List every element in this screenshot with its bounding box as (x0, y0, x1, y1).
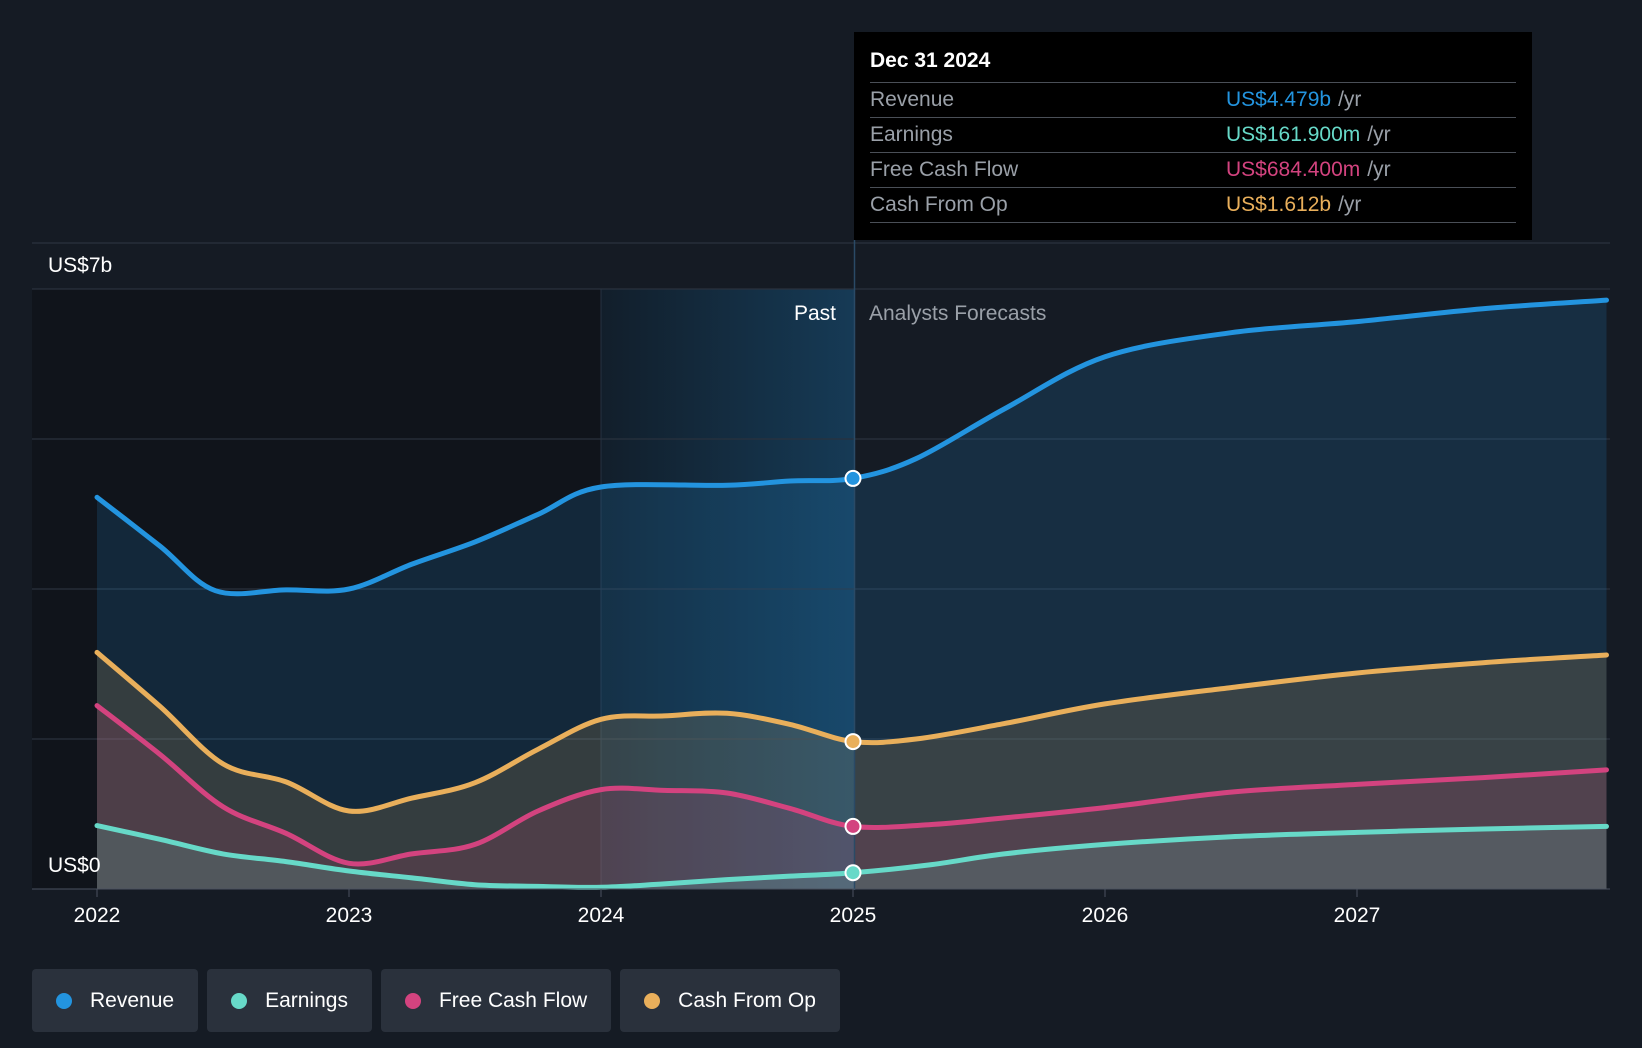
x-tick-label: 2027 (1334, 904, 1381, 927)
x-tick-label: 2022 (74, 904, 121, 927)
legend: Revenue Earnings Free Cash Flow Cash Fro… (32, 969, 840, 1032)
revenue-area (97, 300, 1607, 890)
free-cash-flow-area (97, 705, 1607, 889)
revenue-marker[interactable] (844, 469, 862, 487)
legend-dot-icon (644, 992, 661, 1009)
tooltip-row-unit: /yr (1338, 193, 1362, 216)
cash-from-op-line (94, 649, 1609, 814)
past-label: Past (794, 302, 836, 325)
revenue-line (94, 297, 1609, 597)
y-axis-top-label: US$7b (48, 254, 112, 277)
x-tick-label: 2026 (1082, 904, 1129, 927)
legend-label: Cash From Op (678, 988, 816, 1012)
tooltip-row-free-cash-flow: Free Cash Flow US$684.400m /yr (870, 152, 1516, 187)
free-cash-flow-marker[interactable] (844, 817, 862, 835)
y-axis-bottom-label: US$0 (48, 854, 101, 877)
earnings-area (97, 825, 1607, 889)
highlight-markers (844, 469, 862, 882)
tooltip-row-value: US$4.479b (1226, 88, 1332, 111)
x-axis-ticks: 2022 2023 2024 2025 2026 2027 (74, 889, 1381, 927)
gridlines (32, 242, 1610, 889)
tooltip-date: Dec 31 2024 (870, 49, 991, 72)
legend-dot-icon (231, 992, 248, 1009)
tooltip-row-name: Free Cash Flow (870, 158, 1019, 181)
legend-item-free-cash-flow[interactable]: Free Cash Flow (380, 969, 612, 1032)
tooltip: Dec 31 2024 Revenue US$4.479b /yr Earnin… (854, 32, 1532, 240)
tooltip-row-value: US$1.612b (1226, 193, 1332, 216)
legend-label: Earnings (265, 988, 348, 1012)
tooltip-row-name: Earnings (870, 123, 953, 146)
tooltip-row-unit: /yr (1367, 158, 1391, 181)
x-tick-label: 2025 (830, 904, 877, 927)
legend-label: Revenue (90, 988, 175, 1012)
cash-from-op-marker[interactable] (844, 733, 862, 751)
tooltip-row-name: Cash From Op (870, 193, 1008, 216)
earnings-marker[interactable] (844, 864, 862, 882)
tooltip-row-earnings: Earnings US$161.900m /yr (870, 117, 1516, 152)
series-areas (97, 300, 1607, 890)
legend-item-revenue[interactable]: Revenue (32, 969, 199, 1032)
x-tick-label: 2023 (326, 904, 373, 927)
free-cash-flow-line (94, 703, 1609, 867)
tooltip-row-revenue: Revenue US$4.479b /yr (870, 82, 1516, 117)
tooltip-row-unit: /yr (1338, 88, 1362, 111)
legend-item-cash-from-op[interactable]: Cash From Op (620, 969, 840, 1032)
earnings-line (94, 823, 1609, 890)
series-lines (94, 297, 1609, 890)
cash-from-op-area (97, 652, 1607, 889)
legend-dot-icon (56, 992, 72, 1009)
legend-item-earnings[interactable]: Earnings (207, 969, 372, 1032)
tooltip-row-unit: /yr (1367, 123, 1391, 146)
tooltip-row-cash-from-op: Cash From Op US$1.612b /yr (870, 187, 1516, 223)
tooltip-row-value: US$684.400m (1226, 158, 1361, 181)
tooltip-row-name: Revenue (870, 88, 955, 111)
x-tick-label: 2024 (578, 904, 625, 927)
tooltip-row-value: US$161.900m (1226, 123, 1361, 146)
legend-dot-icon (404, 992, 421, 1009)
forecast-label: Analysts Forecasts (869, 302, 1046, 325)
legend-label: Free Cash Flow (438, 988, 588, 1012)
